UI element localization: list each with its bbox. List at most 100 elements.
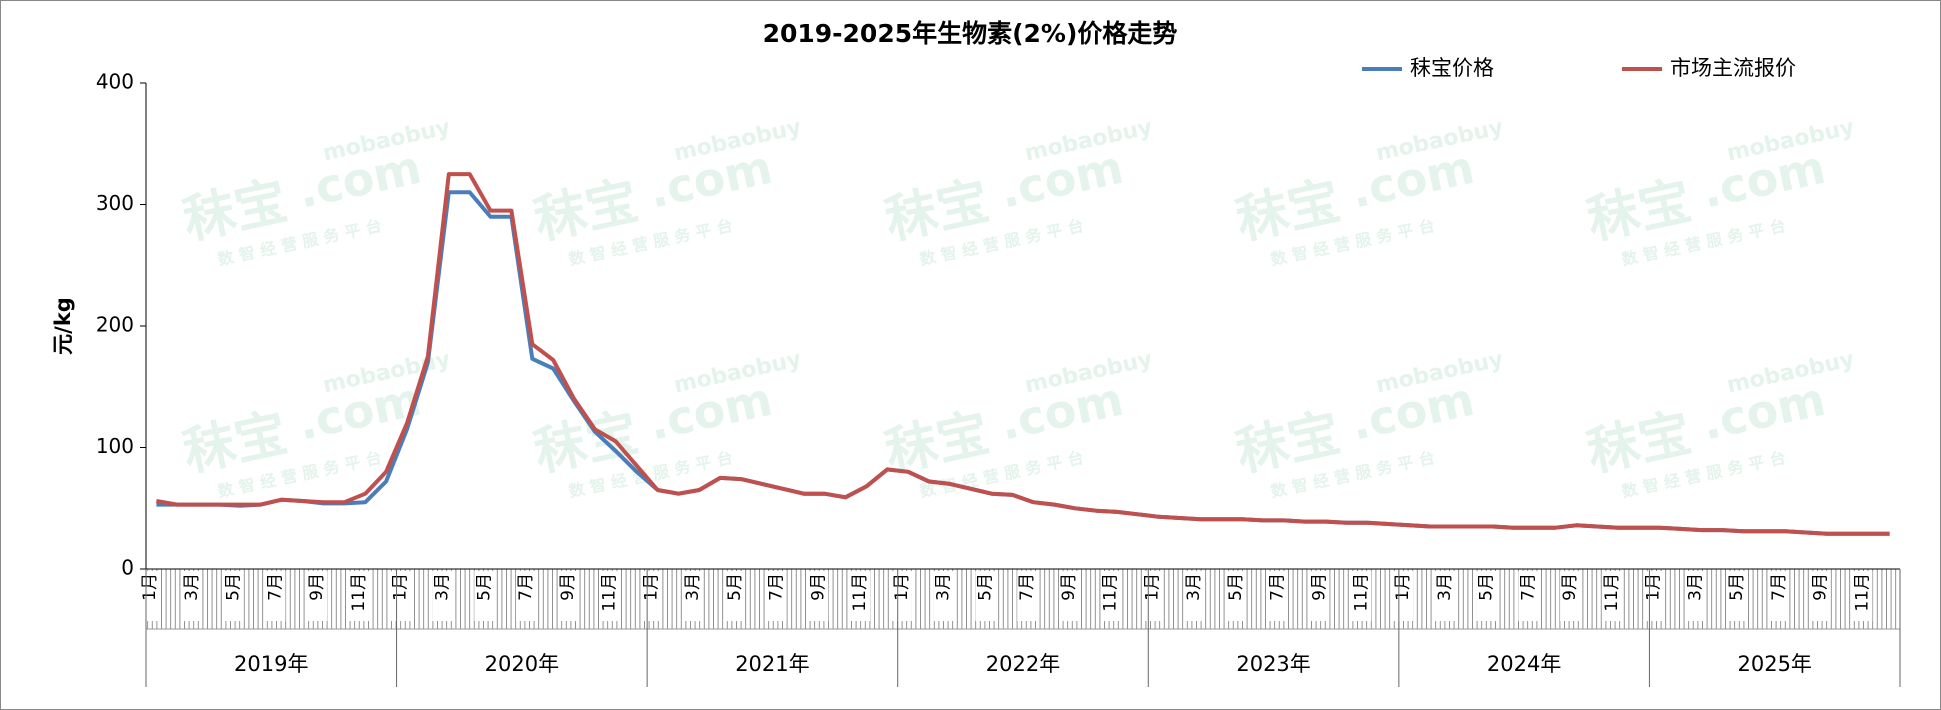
x-tick-label: 3月	[182, 573, 202, 601]
month-label-bg	[1225, 571, 1246, 621]
line-series	[156, 172, 1890, 536]
month-label-bg	[1434, 571, 1455, 621]
x-tick-label: 7月	[1518, 573, 1538, 601]
chart-title: 2019-2025年生物素(2%)价格走势	[763, 19, 1178, 48]
x-tick-label: 7月	[265, 573, 285, 601]
month-label-bg	[1518, 571, 1539, 621]
x-tick-label: 3月	[934, 573, 954, 601]
month-label-bg	[1393, 571, 1414, 621]
month-label-bg	[140, 571, 161, 621]
x-tick-label: 1月	[140, 573, 160, 601]
x-tick-label: 9月	[1059, 573, 1079, 601]
month-label-bg	[1309, 571, 1330, 621]
month-label-bg	[808, 571, 829, 621]
month-label-bg	[1768, 571, 1789, 621]
month-label-bg	[1184, 571, 1205, 621]
month-label-bg	[390, 571, 411, 621]
month-label-bg	[1058, 571, 1079, 621]
x-tick-label: 7月	[1769, 573, 1789, 601]
month-label-bg	[1560, 571, 1581, 621]
x-tick-label: 1月	[391, 573, 411, 601]
month-label-bg	[599, 571, 620, 621]
x-tick-label: 9月	[1811, 573, 1831, 601]
x-tick-label: 9月	[808, 573, 828, 601]
y-tick-label: 0	[121, 556, 134, 580]
x-tick-label: 9月	[1560, 573, 1580, 601]
year-label: 2025年	[1737, 652, 1811, 676]
month-label-bg	[348, 571, 369, 621]
month-label-bg	[1601, 571, 1622, 621]
month-label-bg	[1100, 571, 1121, 621]
x-tick-label: 7月	[1268, 573, 1288, 601]
month-label-bg	[891, 571, 912, 621]
month-label-bg	[933, 571, 954, 621]
month-label-bg	[1685, 571, 1706, 621]
x-tick-label: 5月	[1727, 573, 1747, 601]
x-tick-label: 9月	[307, 573, 327, 601]
x-tick-label: 1月	[1644, 573, 1664, 601]
x-tick-label: 5月	[474, 573, 494, 601]
x-tick-label: 5月	[224, 573, 244, 601]
y-tick-label: 400	[96, 70, 134, 94]
legend-label: 秣宝价格	[1410, 56, 1494, 80]
x-tick-label: 3月	[1184, 573, 1204, 601]
month-label-bg	[1267, 571, 1288, 621]
x-tick-label: 11月	[349, 573, 369, 612]
month-label-bg	[850, 571, 871, 621]
month-label-bg	[223, 571, 244, 621]
year-label: 2022年	[986, 652, 1060, 676]
x-tick-label: 3月	[433, 573, 453, 601]
x-tick-label: 9月	[558, 573, 578, 601]
y-tick-label: 100	[96, 434, 134, 458]
x-tick-label: 3月	[1435, 573, 1455, 601]
x-tick-label: 1月	[641, 573, 661, 601]
x-tick-label: 3月	[1685, 573, 1705, 601]
x-tick-label: 11月	[1101, 573, 1121, 612]
y-axis-label: 元/kg	[51, 297, 75, 355]
x-tick-label: 7月	[1017, 573, 1037, 601]
legend-label: 市场主流报价	[1670, 56, 1796, 80]
month-label-bg	[641, 571, 662, 621]
x-tick-label: 3月	[683, 573, 703, 601]
year-label: 2020年	[485, 652, 559, 676]
month-label-bg	[724, 571, 745, 621]
x-tick-label: 11月	[600, 573, 620, 612]
month-label-bg	[1810, 571, 1831, 621]
x-tick-label: 5月	[975, 573, 995, 601]
y-tick-label: 300	[96, 191, 134, 215]
y-tick-label: 200	[96, 313, 134, 337]
month-label-bg	[432, 571, 453, 621]
month-label-bg	[1643, 571, 1664, 621]
x-tick-label: 5月	[1477, 573, 1497, 601]
month-label-bg	[1351, 571, 1372, 621]
x-tick-label: 11月	[1852, 573, 1872, 612]
x-tick-label: 11月	[1602, 573, 1622, 612]
month-label-bg	[1017, 571, 1038, 621]
x-tick-label: 11月	[1351, 573, 1371, 612]
x-tick-label: 9月	[1310, 573, 1330, 601]
month-label-bg	[683, 571, 704, 621]
x-tick-label: 7月	[767, 573, 787, 601]
month-label-bg	[557, 571, 578, 621]
year-label: 2024年	[1487, 652, 1561, 676]
year-label: 2019年	[234, 652, 308, 676]
x-tick-label: 5月	[1226, 573, 1246, 601]
month-label-bg	[1727, 571, 1748, 621]
month-label-bg	[181, 571, 202, 621]
month-label-bg	[307, 571, 328, 621]
year-label: 2021年	[735, 652, 809, 676]
month-label-bg	[1142, 571, 1163, 621]
month-label-bg	[766, 571, 787, 621]
year-label: 2023年	[1236, 652, 1310, 676]
month-label-bg	[1852, 571, 1873, 621]
x-tick-label: 1月	[1393, 573, 1413, 601]
month-label-bg	[265, 571, 286, 621]
month-label-bg	[1476, 571, 1497, 621]
month-label-bg	[474, 571, 495, 621]
month-label-bg	[975, 571, 996, 621]
x-tick-label: 1月	[1142, 573, 1162, 601]
x-tick-label: 11月	[850, 573, 870, 612]
x-tick-label: 1月	[892, 573, 912, 601]
x-tick-label: 7月	[516, 573, 536, 601]
